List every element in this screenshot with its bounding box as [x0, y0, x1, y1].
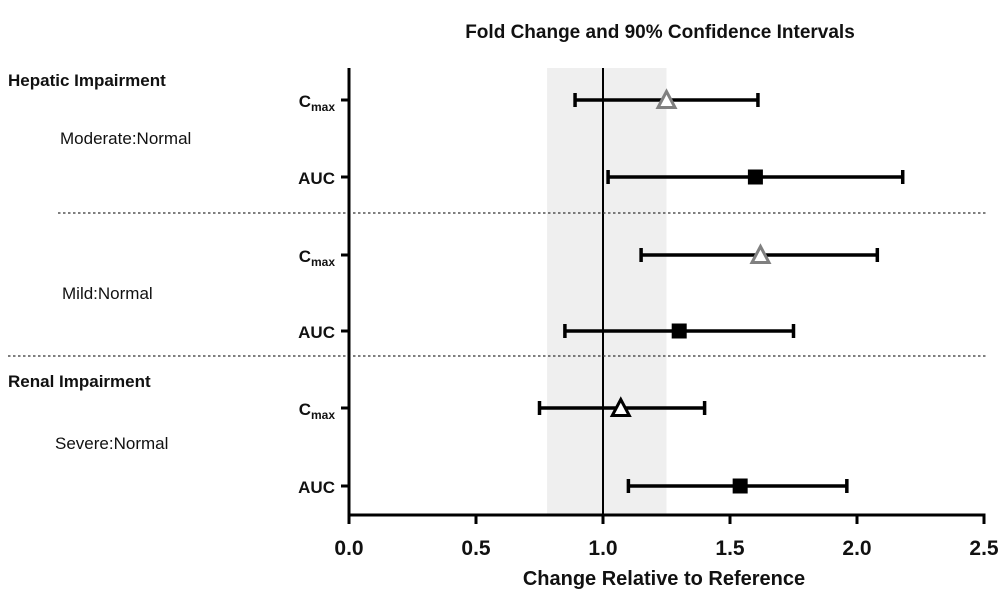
x-tick-label: 1.5: [715, 537, 745, 560]
comparison-label: Moderate:Normal: [60, 129, 191, 148]
group-label: Hepatic Impairment: [8, 71, 166, 90]
label-layer: Hepatic Impairment Moderate:Normal Cmax AUC…: [8, 71, 335, 497]
comparison-label: Mild:Normal: [62, 284, 153, 303]
reference-band-layer: [547, 68, 667, 515]
x-tick-label: 1.0: [588, 537, 617, 560]
estimate-triangle: [609, 396, 632, 417]
axis-layer: 0.0 0.5 1.0 1.5 2.0 2.5: [334, 68, 999, 560]
row-label: AUC: [298, 478, 335, 497]
data-layer: [537, 88, 905, 494]
estimate-triangle: [749, 243, 772, 264]
group-label: Renal Impairment: [8, 372, 151, 391]
comparison-label: Severe:Normal: [55, 434, 168, 453]
x-tick-label: 0.5: [461, 537, 491, 560]
row-label: Cmax: [299, 400, 336, 422]
estimate-square: [732, 478, 748, 494]
estimate-square: [747, 169, 763, 185]
row-label: Cmax: [299, 247, 336, 269]
row-label: AUC: [298, 169, 335, 188]
x-axis-title: Change Relative to Reference: [523, 568, 805, 590]
estimate-triangle: [655, 88, 678, 109]
estimate-square: [671, 323, 687, 339]
x-tick-label: 2.5: [969, 537, 999, 560]
separator-layer: [8, 212, 986, 357]
row-label: Cmax: [299, 92, 336, 114]
reference-band: [547, 68, 667, 515]
chart-title: Fold Change and 90% Confidence Intervals: [465, 22, 855, 43]
x-tick-label: 0.0: [334, 537, 363, 560]
row-label: AUC: [298, 323, 335, 342]
x-tick-label: 2.0: [842, 537, 871, 560]
